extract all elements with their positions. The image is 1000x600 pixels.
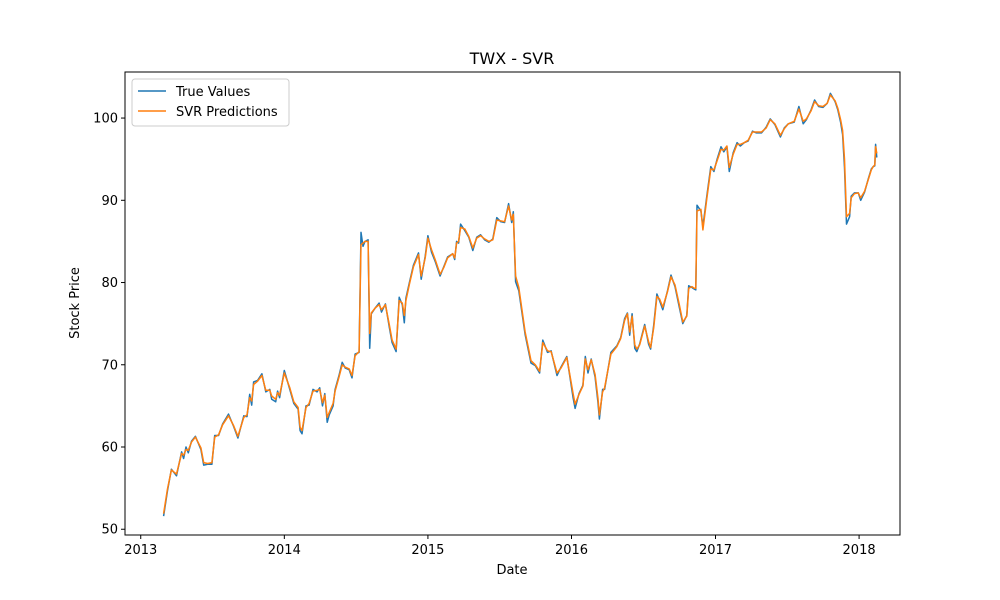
plot-frame <box>124 71 901 536</box>
x-tick-label: 2017 <box>699 543 732 558</box>
legend-label-true-values: True Values <box>175 85 250 100</box>
x-tick-label: 2014 <box>268 543 301 558</box>
x-axis-label: Date <box>496 563 527 578</box>
y-tick-label: 100 <box>93 112 118 127</box>
y-tick-label: 70 <box>101 358 118 373</box>
x-tick-label: 2013 <box>124 543 157 558</box>
series-layer <box>162 92 878 517</box>
legend-label-svr-predictions: SVR Predictions <box>176 105 278 120</box>
y-tick-label: 80 <box>101 276 118 291</box>
legend: True Values SVR Predictions <box>131 78 290 127</box>
x-tick-label: 2016 <box>555 543 588 558</box>
y-tick-label: 50 <box>101 523 118 538</box>
x-tick-label: 2018 <box>843 543 876 558</box>
legend-box <box>131 78 290 127</box>
y-axis-label: Stock Price <box>68 267 83 339</box>
series-line-svr-predictions <box>162 94 878 514</box>
chart-title: TWX - SVR <box>469 49 555 68</box>
y-tick-label: 90 <box>101 194 118 209</box>
y-tick-label: 60 <box>101 441 118 456</box>
x-tick-label: 2015 <box>411 543 444 558</box>
axes-layer: 2013 2014 2015 2016 2017 2018 50 60 70 80 90 100 <box>93 112 875 558</box>
